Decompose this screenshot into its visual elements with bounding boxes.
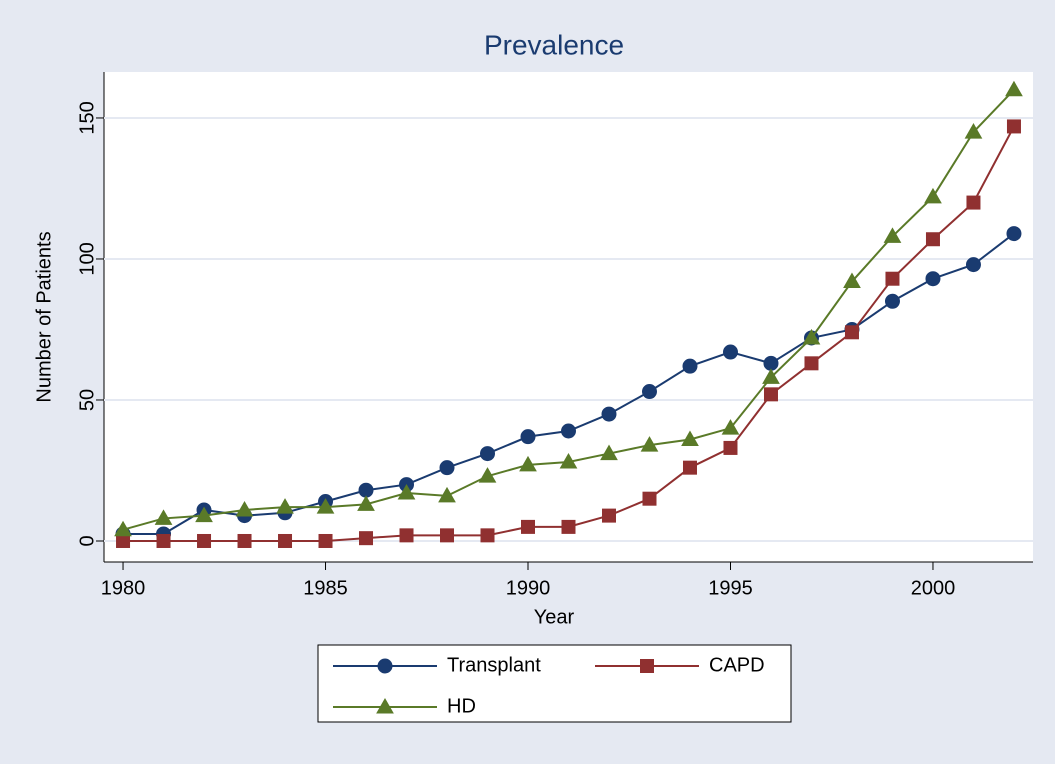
marker <box>154 509 173 525</box>
marker <box>195 506 213 523</box>
marker <box>642 491 657 506</box>
y-tick-label: 100 <box>76 242 98 275</box>
marker <box>478 467 497 483</box>
marker <box>885 271 900 286</box>
marker <box>561 423 576 439</box>
marker <box>925 232 940 247</box>
legend-label: HD <box>447 695 476 717</box>
y-axis-label: Number of Patients <box>33 231 55 402</box>
marker <box>721 419 740 435</box>
marker <box>480 528 495 543</box>
legend-label: Transplant <box>447 654 541 676</box>
marker <box>763 355 779 371</box>
marker <box>600 444 618 461</box>
marker <box>318 533 333 548</box>
marker <box>844 325 859 340</box>
marker <box>924 187 942 204</box>
marker <box>561 519 576 534</box>
marker <box>640 659 654 673</box>
marker <box>1006 119 1021 134</box>
marker <box>521 519 536 534</box>
marker <box>397 484 416 500</box>
marker <box>440 528 455 543</box>
marker <box>116 533 131 548</box>
marker <box>358 482 374 498</box>
marker <box>723 440 738 455</box>
marker <box>682 358 698 374</box>
marker <box>316 498 335 514</box>
y-tick-label: 0 <box>76 535 98 546</box>
marker <box>762 368 780 384</box>
marker <box>237 533 252 548</box>
marker <box>357 495 375 511</box>
marker <box>377 658 393 674</box>
marker <box>399 528 414 543</box>
marker <box>156 533 171 548</box>
x-tick-label: 1995 <box>708 577 753 599</box>
marker <box>114 520 132 537</box>
marker <box>883 227 902 243</box>
y-tick-label: 50 <box>76 389 98 411</box>
marker <box>439 460 455 476</box>
marker <box>480 446 496 462</box>
marker <box>278 533 293 548</box>
marker <box>1006 226 1022 242</box>
marker <box>925 271 941 287</box>
x-tick-label: 1980 <box>101 577 146 599</box>
x-tick-label: 1985 <box>303 577 348 599</box>
marker <box>438 486 456 503</box>
marker <box>804 356 819 371</box>
marker <box>601 406 617 422</box>
marker <box>197 533 212 548</box>
marker <box>681 430 699 446</box>
marker <box>802 328 821 345</box>
marker <box>376 697 394 714</box>
marker <box>682 460 697 475</box>
marker <box>601 508 616 523</box>
x-tick-label: 1990 <box>506 577 551 599</box>
x-tick-label: 2000 <box>911 577 956 599</box>
marker <box>884 293 900 309</box>
marker <box>1005 80 1023 97</box>
marker <box>763 387 778 402</box>
x-axis-label: Year <box>534 606 575 628</box>
marker <box>965 257 981 273</box>
y-tick-label: 150 <box>76 101 98 134</box>
marker <box>722 344 738 360</box>
chart-title: Prevalence <box>484 29 624 60</box>
marker <box>964 123 983 139</box>
marker <box>641 384 657 400</box>
marker <box>276 498 294 514</box>
legend-label: CAPD <box>709 654 765 676</box>
marker <box>843 272 861 289</box>
plot-area <box>104 72 1033 562</box>
marker <box>235 500 254 517</box>
marker <box>966 195 981 210</box>
marker <box>559 453 578 469</box>
marker <box>640 436 659 452</box>
marker <box>519 455 537 472</box>
legend <box>317 644 792 723</box>
marker <box>520 429 536 445</box>
marker <box>359 531 374 546</box>
